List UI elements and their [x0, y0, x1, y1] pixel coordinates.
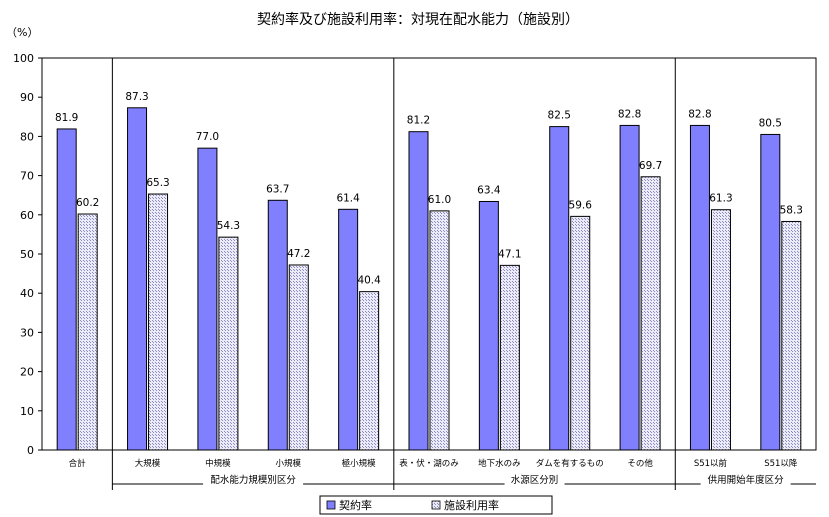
- category-label: 小規模: [276, 458, 302, 469]
- group-label: 配水能力規模別区分: [210, 474, 296, 486]
- y-tick-label: 50: [20, 248, 34, 261]
- y-tick-label: 10: [20, 405, 34, 418]
- y-tick-label: 60: [20, 209, 34, 222]
- x-axis: 合計 大規模 中規模 小規模 極小規模 表・伏・湖のみ 地下水のみ ダムを有するもの その他 S5…: [69, 458, 798, 469]
- value-label-series-1: 82.8: [688, 108, 711, 120]
- y-tick-label: 70: [20, 170, 34, 183]
- bar-series-2: [499, 264, 520, 451]
- legend-label-series-2: 施設利用率: [444, 498, 499, 512]
- y-tick-label: 80: [20, 130, 34, 143]
- plot-frame: [41, 57, 817, 490]
- bar-series-2: [781, 220, 802, 451]
- category-label: S51以降: [764, 458, 798, 469]
- category-label: 大規模: [135, 458, 161, 469]
- bar-series-2: [570, 215, 591, 451]
- value-labels: 81.9 60.2 87.3 65.3 77.0 54.3 63.7 47.2 61.4 40.4…: [55, 91, 803, 287]
- value-label-series-2: 69.7: [639, 160, 662, 172]
- y-axis-label: （%）: [6, 26, 38, 39]
- bar-series-2: [429, 210, 450, 451]
- category-label: 合計: [69, 458, 87, 469]
- value-label-series-2: 40.4: [357, 275, 381, 287]
- legend-label-series-1: 契約率: [339, 498, 372, 512]
- category-label: 中規模: [205, 458, 231, 469]
- y-tick-label: 0: [27, 444, 34, 457]
- bar-series-1: [689, 124, 710, 451]
- value-label-series-2: 54.3: [217, 220, 240, 232]
- group-label: 供用開始年度区分: [708, 474, 785, 486]
- y-tick-label: 40: [20, 287, 34, 300]
- legend-swatch-series-1: [326, 500, 336, 510]
- value-label-series-2: 65.3: [146, 177, 169, 189]
- bar-series-1: [619, 124, 640, 451]
- category-label: その他: [627, 458, 653, 469]
- group-label-bg: [203, 472, 304, 488]
- y-tick-label: 30: [20, 326, 34, 339]
- bar-series-1: [127, 107, 148, 451]
- category-label: 地下水のみ: [478, 458, 521, 469]
- group-labels: 配水能力規模別区分 水源区分別 供用開始年度区分: [112, 472, 816, 488]
- bar-series-2: [218, 236, 239, 451]
- chart-title: 契約率及び施設利用率：対現在配水能力（施設別）: [257, 11, 579, 28]
- bars: [56, 107, 802, 451]
- bar-series-1: [56, 128, 77, 451]
- value-label-series-2: 61.0: [428, 194, 451, 206]
- bar-series-1: [338, 208, 359, 451]
- legend-swatch-series-2: [431, 500, 441, 510]
- bar-series-1: [408, 131, 429, 451]
- category-label: 表・伏・湖のみ: [399, 458, 459, 469]
- legend: 契約率 施設利用率: [319, 495, 553, 515]
- value-label-series-1: 80.5: [759, 117, 782, 129]
- y-tick-label: 100: [13, 52, 34, 65]
- bar-series-1: [478, 200, 499, 451]
- y-tick-label: 90: [20, 91, 34, 104]
- category-label: ダムを有するもの: [536, 458, 604, 469]
- bar-series-2: [148, 193, 169, 451]
- plot-area-border: [41, 57, 817, 451]
- bar-series-2: [359, 291, 380, 451]
- value-label-series-2: 59.6: [569, 199, 593, 211]
- value-label-series-1: 63.7: [266, 183, 289, 195]
- value-label-series-2: 61.3: [709, 193, 732, 205]
- y-tick-label: 20: [20, 366, 34, 379]
- category-label: 極小規模: [342, 458, 377, 469]
- group-label-bg: [504, 472, 565, 488]
- value-label-series-2: 60.2: [76, 197, 99, 209]
- bar-series-1: [760, 133, 781, 451]
- value-label-series-1: 61.4: [336, 192, 360, 204]
- value-label-series-2: 47.2: [287, 248, 310, 260]
- bar-series-1: [197, 147, 218, 451]
- value-label-series-1: 81.2: [407, 115, 430, 127]
- value-label-series-1: 81.9: [55, 112, 78, 124]
- bar-series-2: [77, 213, 98, 451]
- value-label-series-1: 82.8: [618, 108, 641, 120]
- group-label: 水源区分別: [511, 474, 559, 486]
- bar-series-1: [549, 126, 570, 451]
- group-label-bg: [700, 472, 791, 488]
- value-label-series-2: 47.1: [498, 248, 521, 260]
- bar-series-1: [267, 199, 288, 451]
- y-axis: 0 10 20 30 40 50 60 70 80 90 100: [13, 52, 42, 457]
- bar-series-2: [710, 209, 731, 451]
- bar-series-2: [640, 176, 661, 451]
- bar-series-2: [288, 264, 309, 451]
- value-label-series-1: 87.3: [125, 91, 148, 103]
- value-label-series-1: 63.4: [477, 184, 501, 196]
- category-label: S51以前: [694, 458, 728, 469]
- value-label-series-1: 77.0: [196, 131, 219, 143]
- value-label-series-1: 82.5: [548, 110, 571, 122]
- value-label-series-2: 58.3: [780, 204, 803, 216]
